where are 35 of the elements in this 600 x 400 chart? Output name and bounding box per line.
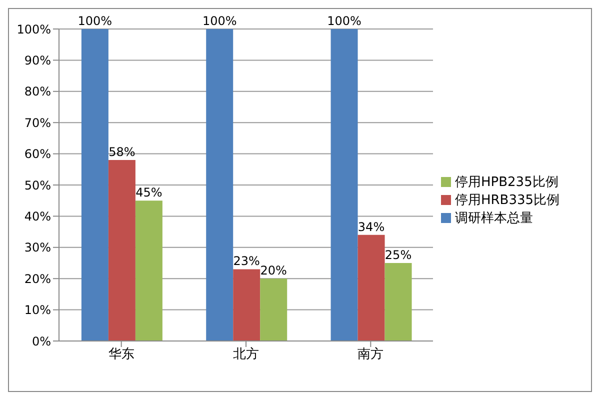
data-label: 25% [384, 248, 412, 262]
y-tick-label: 50% [24, 178, 51, 192]
bar [330, 29, 358, 341]
y-tick-label: 20% [24, 272, 51, 286]
data-label: 100% [78, 14, 112, 28]
y-tick-label: 0% [32, 334, 51, 348]
y-tick-label: 90% [24, 53, 51, 68]
bar [108, 160, 136, 341]
y-tick-label: 70% [24, 116, 51, 130]
x-tick-label: 北方 [233, 346, 259, 362]
y-tick-label: 60% [24, 147, 51, 162]
legend-label: 停用HRB335比例 [455, 193, 560, 208]
data-label: 58% [108, 145, 136, 160]
legend-label: 停用HPB235比例 [455, 175, 558, 190]
data-label: 100% [327, 14, 362, 28]
data-label: 45% [136, 186, 162, 200]
x-tick-label: 南方 [358, 346, 384, 362]
bar [358, 234, 385, 341]
y-tick-label: 10% [24, 303, 51, 318]
bar [260, 278, 288, 341]
bar [81, 29, 108, 341]
bar [135, 200, 162, 341]
y-tick-label: 100% [16, 22, 51, 36]
bar [384, 263, 412, 341]
data-label: 100% [202, 14, 237, 28]
data-label: 20% [260, 264, 287, 278]
bar [206, 29, 234, 341]
y-tick-label: 30% [24, 240, 51, 255]
data-label: 23% [233, 254, 260, 268]
y-tick-label: 80% [24, 84, 51, 99]
bar [233, 269, 260, 341]
x-tick-label: 华东 [108, 347, 134, 362]
legend-label: 调研样本总量 [455, 211, 533, 226]
y-tick-label: 40% [24, 209, 51, 224]
data-label: 34% [358, 220, 385, 234]
